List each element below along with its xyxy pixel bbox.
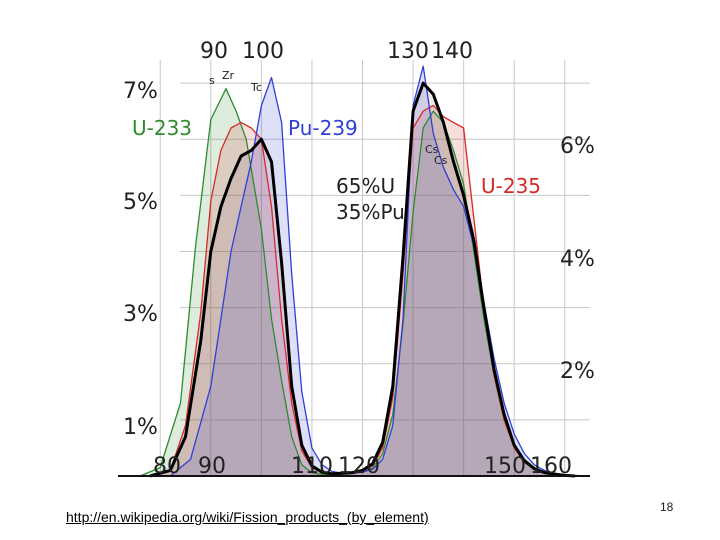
element-label-tc: Tc — [250, 81, 262, 94]
x-tick-top-100: 100 — [242, 39, 284, 64]
x-tick-bottom-160: 160 — [530, 454, 572, 479]
mix-label-line2: 35%Pu — [336, 200, 405, 224]
legend-label-u233: U-233 — [132, 116, 192, 140]
line-65-u-35-pu — [149, 81, 575, 478]
x-tick-bottom-110: 110 — [291, 454, 333, 479]
legend-label-pu239: Pu-239 — [288, 116, 358, 140]
y-tick-left-3: 3% — [123, 302, 158, 327]
x-tick-top-90: 90 — [200, 39, 228, 64]
source-link[interactable]: http://en.wikipedia.org/wiki/Fission_pro… — [66, 509, 429, 525]
x-tick-top-130: 130 — [387, 39, 429, 64]
grid-lines — [159, 60, 590, 476]
x-tick-bottom-90: 90 — [198, 454, 226, 479]
y-tick-right-2: 2% — [560, 359, 595, 384]
x-tick-bottom-80: 80 — [153, 454, 181, 479]
y-tick-right-6: 6% — [560, 134, 595, 159]
x-tick-top-140: 140 — [431, 39, 473, 64]
series-lines — [139, 65, 586, 478]
area-u-233 — [140, 88, 575, 476]
y-tick-right-4: 4% — [560, 247, 595, 272]
y-tick-left-1: 1% — [123, 415, 158, 440]
mix-label-line1: 65%U — [336, 174, 395, 198]
series-areas — [140, 66, 586, 476]
x-tick-bottom-120: 120 — [338, 454, 380, 479]
slide-number: 18 — [660, 500, 674, 514]
y-tick-left-7: 7% — [123, 79, 158, 104]
line-pu-239 — [169, 65, 586, 477]
element-label-zr: Zr — [222, 69, 235, 82]
element-label-cs1: Cs — [425, 143, 439, 156]
y-tick-left-5: 5% — [123, 190, 158, 215]
element-label-sr: s — [209, 74, 215, 87]
area-65-u-35-pu — [150, 83, 575, 476]
x-tick-bottom-150: 150 — [484, 454, 526, 479]
legend-label-u235: U-235 — [481, 174, 541, 198]
area-pu-239 — [170, 66, 586, 476]
element-label-cs2: Cs — [434, 154, 448, 167]
